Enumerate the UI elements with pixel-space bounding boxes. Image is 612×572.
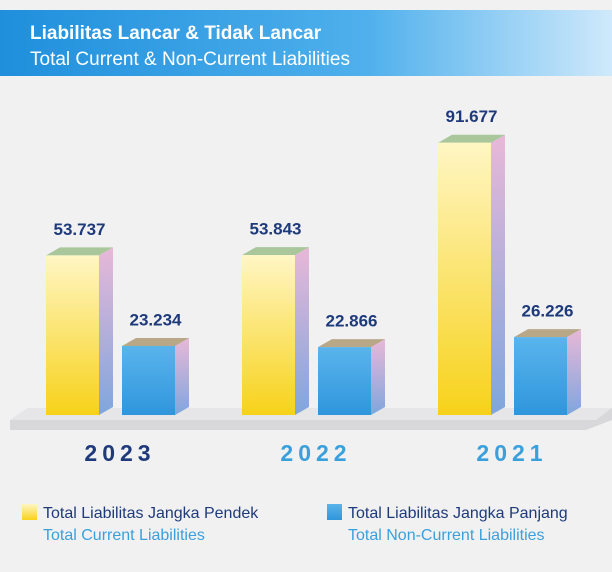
bar — [438, 142, 491, 416]
bar-side — [371, 339, 385, 415]
data-label: 91.677 — [446, 107, 498, 126]
data-label: 26.226 — [522, 302, 574, 321]
bar-side — [295, 247, 309, 415]
legend-swatch — [327, 504, 342, 520]
legend-label-en: Total Non-Current Liabilities — [348, 527, 545, 544]
chart-subtitle: Total Current & Non-Current Liabilities — [30, 49, 350, 70]
data-label: 53.737 — [54, 220, 106, 239]
legend-label-en: Total Current Liabilities — [43, 527, 205, 544]
legend-label: Total Liabilitas Jangka Panjang — [348, 505, 568, 522]
x-tick-label: 2023 — [84, 440, 155, 466]
bar-side — [491, 134, 505, 416]
bar-top — [318, 339, 385, 348]
bar-top — [438, 134, 505, 143]
data-label: 22.866 — [326, 312, 378, 331]
bar-side — [99, 247, 113, 415]
x-tick-label: 2021 — [476, 440, 547, 466]
bar-side — [567, 329, 581, 415]
legend-swatch — [22, 504, 37, 520]
bar-top — [122, 337, 189, 346]
bar-top — [242, 247, 309, 256]
bar — [46, 255, 99, 415]
chart-title: Liabilitas Lancar & Tidak Lancar — [30, 23, 322, 44]
bar — [514, 337, 567, 415]
bar-top — [46, 247, 113, 256]
bar — [318, 347, 371, 415]
header — [0, 10, 612, 76]
bar — [122, 345, 175, 415]
data-label: 53.843 — [250, 220, 302, 239]
bar-top — [514, 329, 581, 338]
legend-label: Total Liabilitas Jangka Pendek — [43, 505, 259, 522]
bar — [242, 255, 295, 415]
data-label: 23.234 — [130, 310, 183, 329]
bar-side — [175, 337, 189, 415]
x-tick-label: 2022 — [280, 440, 351, 466]
